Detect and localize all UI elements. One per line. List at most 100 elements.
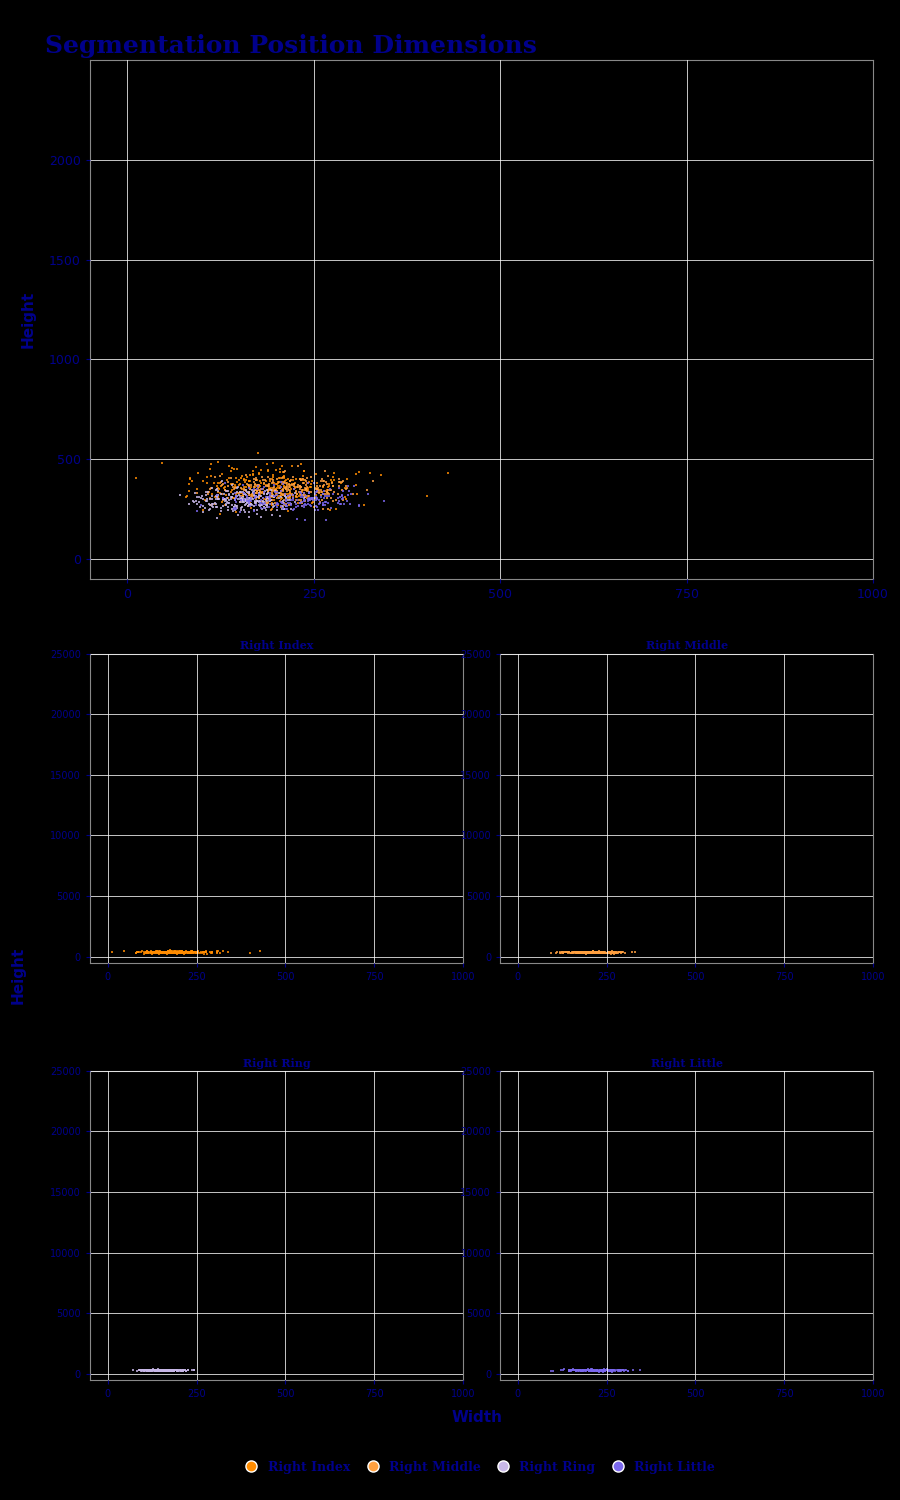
Point [248,454,263,478]
Point [157,1359,171,1383]
Point [319,507,333,531]
Point [608,1359,622,1383]
Point [166,1359,181,1383]
Point [277,490,292,514]
Point [176,1359,190,1383]
Point [243,477,257,501]
Point [573,940,588,964]
Point [274,489,288,513]
Point [167,939,182,963]
Point [245,482,259,506]
Point [340,477,355,501]
Point [278,486,293,510]
Point [275,492,290,516]
Point [151,940,166,964]
Point [349,472,364,496]
Point [251,482,266,506]
Point [589,940,603,964]
Point [254,471,268,495]
Point [585,940,599,964]
Point [296,478,310,502]
Point [150,939,165,963]
Point [297,486,311,510]
Point [605,1359,619,1383]
Point [203,498,218,522]
Point [199,489,213,513]
Point [158,940,173,964]
Point [145,940,159,964]
Point [283,484,297,508]
Point [350,482,365,506]
Point [156,1359,170,1383]
Point [248,484,263,508]
Point [572,940,586,964]
Point [173,939,187,963]
Point [188,940,202,964]
Point [197,942,211,966]
Point [204,940,219,964]
Point [281,492,295,516]
Point [597,940,611,964]
Point [211,488,225,512]
Point [302,486,316,510]
Point [238,480,253,504]
Point [153,1359,167,1383]
Point [203,488,218,512]
Point [266,492,281,516]
Point [295,465,310,489]
Point [556,1358,571,1382]
Point [573,1358,588,1382]
Point [180,484,194,508]
Point [174,940,188,964]
Point [226,482,240,506]
Point [216,477,230,501]
Point [175,940,189,964]
Point [578,940,592,964]
Point [151,1359,166,1383]
Point [590,940,605,964]
Point [553,939,567,963]
Point [293,477,308,501]
Point [178,940,193,964]
Point [579,940,593,964]
Point [572,940,587,964]
Point [134,939,148,963]
Point [572,940,586,964]
Point [294,480,309,504]
Point [213,500,228,523]
Point [152,939,166,963]
Point [244,495,258,519]
Point [570,1359,584,1383]
Point [173,939,187,963]
Point [596,1359,610,1383]
Point [152,1358,166,1382]
Point [184,939,199,963]
Point [587,942,601,966]
Point [256,489,271,513]
Point [251,462,266,486]
Point [309,462,323,486]
Point [219,488,233,512]
Point [195,470,210,494]
Point [205,483,220,507]
Point [143,1359,157,1383]
Point [600,940,615,964]
Point [589,1358,603,1382]
Point [320,486,335,510]
Point [160,1358,175,1382]
Point [597,940,611,964]
Point [351,494,365,517]
Point [575,940,590,964]
Point [211,488,225,512]
Point [173,940,187,964]
Point [177,940,192,964]
Point [170,940,184,964]
Point [242,489,256,513]
Point [198,488,212,512]
Point [228,495,242,519]
Point [164,940,178,964]
Point [562,1359,577,1383]
Point [586,1358,600,1382]
Point [573,940,588,964]
Point [166,1359,181,1383]
